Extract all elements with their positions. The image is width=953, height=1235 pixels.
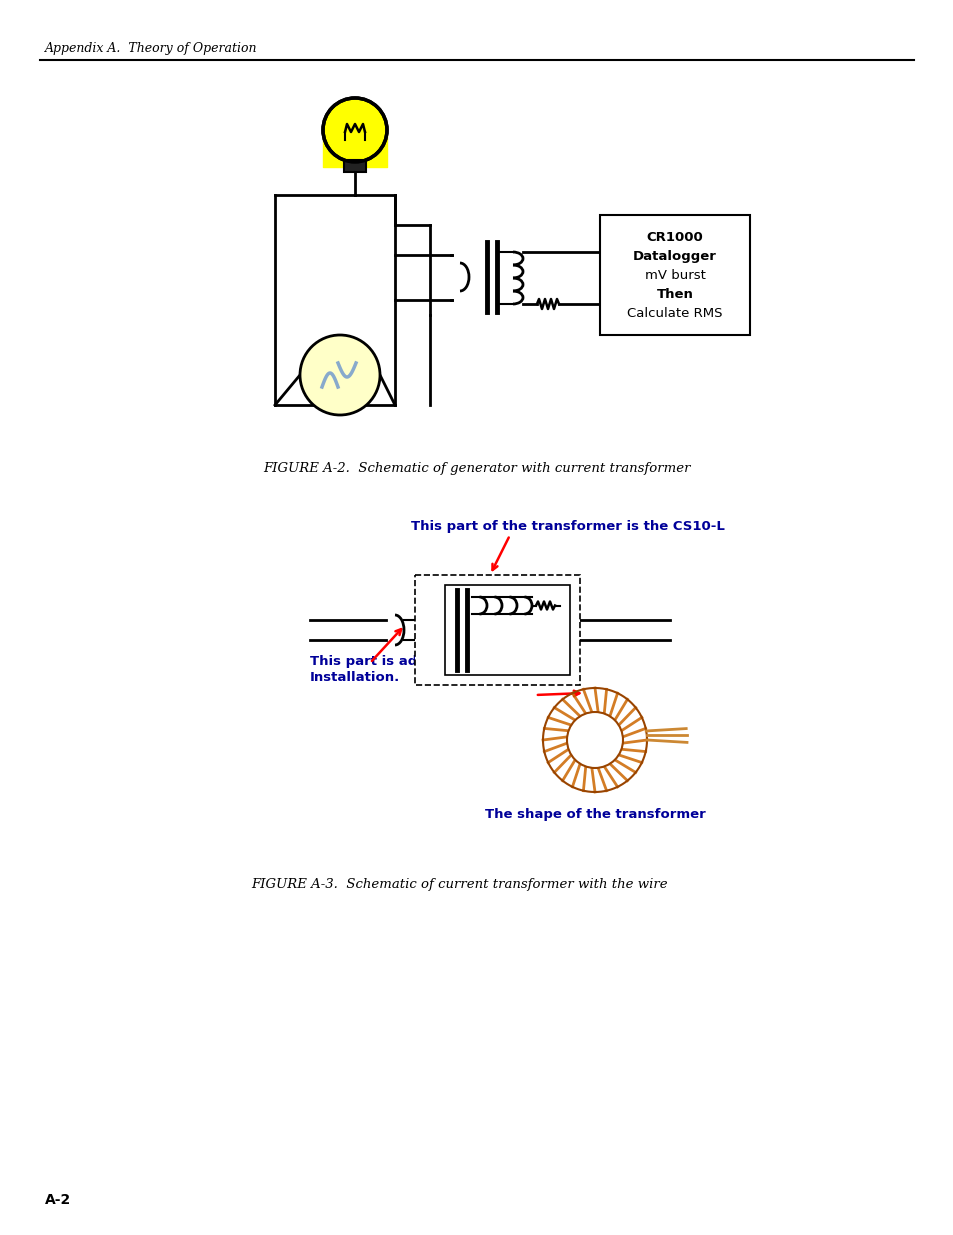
Text: Calculate RMS: Calculate RMS xyxy=(626,308,722,320)
Text: Then: Then xyxy=(656,288,693,301)
Bar xyxy=(415,576,579,685)
Text: FIGURE A-3.  Schematic of current transformer with the wire: FIGURE A-3. Schematic of current transfo… xyxy=(252,878,668,890)
Text: This part of the transformer is the CS10-L: This part of the transformer is the CS10… xyxy=(411,520,724,534)
Text: The shape of the transformer: The shape of the transformer xyxy=(484,808,704,821)
Text: CR1000: CR1000 xyxy=(646,231,702,245)
Text: This part is added during: This part is added during xyxy=(310,655,498,668)
Text: Datalogger: Datalogger xyxy=(633,249,717,263)
Bar xyxy=(599,215,749,335)
Circle shape xyxy=(323,98,387,162)
Text: FIGURE A-2.  Schematic of generator with current transformer: FIGURE A-2. Schematic of generator with … xyxy=(263,462,690,475)
Text: Appendix A.  Theory of Operation: Appendix A. Theory of Operation xyxy=(45,42,257,54)
Text: Installation.: Installation. xyxy=(310,671,400,684)
Bar xyxy=(444,585,569,676)
Circle shape xyxy=(566,713,622,768)
Bar xyxy=(344,161,366,172)
Circle shape xyxy=(299,335,379,415)
Text: A-2: A-2 xyxy=(45,1193,71,1207)
Text: mV burst: mV burst xyxy=(644,269,704,282)
